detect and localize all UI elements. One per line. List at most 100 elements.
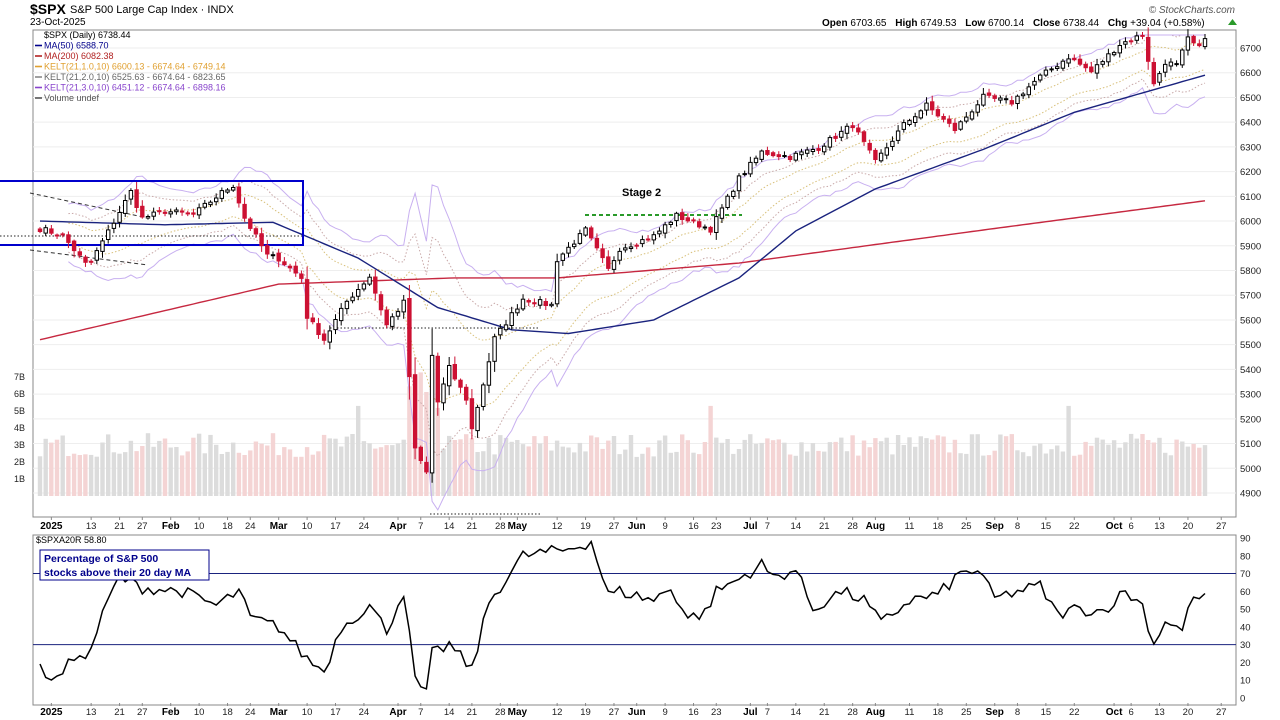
volume-bar <box>628 435 634 496</box>
volume-bar <box>589 435 594 496</box>
candle-body <box>49 228 54 234</box>
price-candle <box>458 378 463 394</box>
price-tick-label: 6000 <box>1240 217 1261 228</box>
x-tick-label: May <box>508 707 528 718</box>
price-candle <box>1123 37 1128 49</box>
x-tick-label: 13 <box>1154 707 1165 718</box>
candle-body <box>214 197 219 203</box>
price-candle <box>1003 95 1009 104</box>
price-candles <box>37 27 1208 483</box>
candle-body <box>401 299 406 313</box>
volume-bar <box>1117 447 1122 496</box>
volume-bar <box>924 438 929 496</box>
volume-bar <box>43 438 48 496</box>
price-tick-label: 6200 <box>1240 167 1261 178</box>
volume-tick-label: 3B <box>14 440 25 450</box>
candle-body <box>134 189 139 209</box>
lower-trendline <box>29 249 149 266</box>
candle-body <box>1134 35 1139 41</box>
candle-body <box>827 137 833 148</box>
candle-body <box>293 265 298 274</box>
volume-bar <box>515 440 520 496</box>
volume-bar <box>543 436 548 496</box>
indicator-tick-label: 70 <box>1240 569 1251 580</box>
price-candle <box>810 145 816 156</box>
candle-body <box>367 276 372 285</box>
candle-body <box>554 261 560 305</box>
candle-body <box>316 323 321 336</box>
x-tick-label: 6 <box>1128 521 1133 532</box>
price-candle <box>594 233 600 251</box>
price-candle <box>702 224 708 231</box>
candle-body <box>776 154 781 158</box>
x-tick-label: Aug <box>866 521 885 532</box>
volume-tick-label: 4B <box>14 423 25 433</box>
candle-body <box>378 294 384 311</box>
candle-body <box>1117 45 1122 54</box>
x-tick-label: 18 <box>222 521 233 532</box>
volume-bar <box>702 442 708 496</box>
volume-bar <box>287 449 293 496</box>
price-candle <box>1151 57 1156 87</box>
price-candle <box>611 256 617 273</box>
x-tick-label: 24 <box>359 521 370 532</box>
candle-body <box>947 118 952 124</box>
candle-body <box>662 224 668 234</box>
x-tick-label: 19 <box>580 707 591 718</box>
candle-body <box>770 152 776 157</box>
price-candle <box>645 235 651 242</box>
price-candle <box>964 112 969 124</box>
price-candle <box>196 203 202 219</box>
volume-bar <box>259 443 264 496</box>
indicator-gridlines <box>33 573 1236 646</box>
indicator-tick-label: 40 <box>1240 622 1251 633</box>
volume-bar <box>861 440 867 496</box>
volume-bar <box>350 434 355 496</box>
price-candle <box>975 100 980 117</box>
x-tick-label: 22 <box>1069 521 1080 532</box>
price-candle <box>157 207 162 215</box>
candle-body <box>884 147 889 156</box>
candle-body <box>424 461 429 473</box>
x-tick-label: 15 <box>1041 707 1052 718</box>
volume-bar <box>969 434 975 496</box>
candle-body <box>208 201 213 206</box>
candle-body <box>1038 74 1043 81</box>
price-candle <box>787 154 793 163</box>
volume-bar <box>1128 433 1134 496</box>
price-tick-label: 6400 <box>1240 118 1261 129</box>
volume-bar <box>475 452 480 496</box>
price-candle <box>316 317 321 339</box>
volume-bar <box>992 450 997 496</box>
price-candle <box>1072 54 1077 62</box>
candle-body <box>185 212 191 215</box>
x-tick-label: 16 <box>688 707 699 718</box>
candle-body <box>958 121 963 130</box>
volume-bar <box>594 437 600 496</box>
price-candle <box>339 303 344 326</box>
price-candle <box>651 231 656 245</box>
candle-body <box>628 246 634 249</box>
volume-bar <box>986 455 992 496</box>
x-tick-label: 28 <box>847 521 858 532</box>
candle-body <box>708 226 713 233</box>
candle-body <box>725 195 730 208</box>
indicator-series-line <box>39 539 1206 690</box>
candle-body <box>799 151 804 156</box>
volume-bar <box>941 436 946 496</box>
volume-bar <box>123 452 128 496</box>
volume-bar <box>998 434 1003 496</box>
price-candle <box>384 306 389 329</box>
kelt2-lower-line <box>68 78 1206 457</box>
price-candle <box>242 197 247 222</box>
x-tick-label: Sep <box>986 707 1004 718</box>
price-candle <box>628 242 634 253</box>
price-candle <box>600 243 605 263</box>
price-candle <box>566 242 571 258</box>
volume-bar <box>611 436 617 496</box>
volume-bar <box>486 437 492 496</box>
x-tick-label: 20 <box>1183 707 1194 718</box>
candle-body <box>299 273 304 279</box>
candle-body <box>162 211 168 214</box>
